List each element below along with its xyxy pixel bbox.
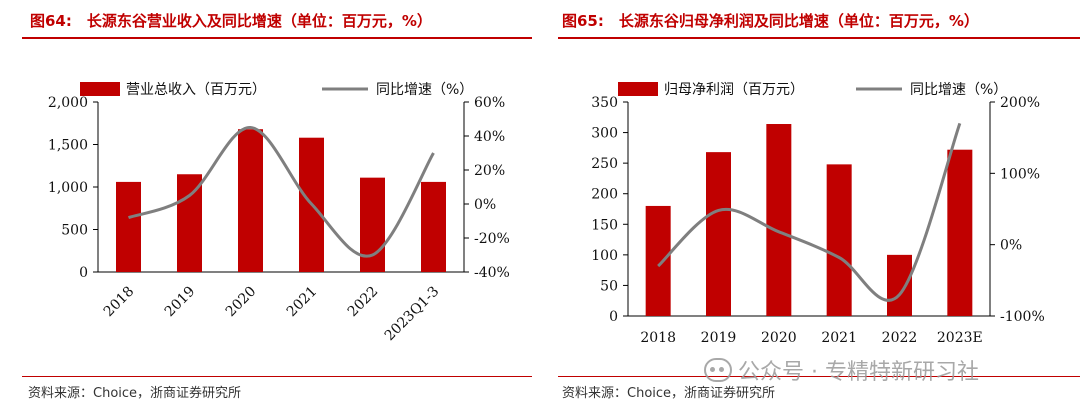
left-tick-label: 1,000 xyxy=(48,180,88,196)
x-tick-label: 2019 xyxy=(162,284,199,321)
legend-bar-swatch xyxy=(618,82,658,96)
left-tick-label: 350 xyxy=(591,95,618,111)
figure-title: 图65: 长源东谷归母净利润及同比增速（单位：百万元，%） xyxy=(562,12,979,30)
growth-rate-line xyxy=(127,125,435,258)
left-tick-label: 100 xyxy=(591,248,618,264)
left-tick-label: 300 xyxy=(591,126,618,142)
source-note: 资料来源：Choice，浙商证券研究所 xyxy=(562,386,776,401)
bar-2023Q1-3 xyxy=(421,181,446,272)
right-tick-label: -40% xyxy=(474,265,510,281)
x-tick-label: 2022 xyxy=(345,284,382,321)
left-tick-label: 250 xyxy=(591,156,618,172)
left-tick-label: 150 xyxy=(591,217,618,233)
x-tick-label: 2021 xyxy=(284,284,321,321)
right-tick-label: 100% xyxy=(1000,166,1040,182)
bar-2019 xyxy=(177,174,202,272)
x-tick-label: 2022 xyxy=(882,330,918,346)
bar-2020 xyxy=(766,124,792,316)
left-tick-label: 50 xyxy=(600,278,618,294)
x-tick-label: 2019 xyxy=(701,330,737,346)
bottom-divider xyxy=(22,376,532,377)
legend-label-line: 同比增速（%） xyxy=(910,82,1007,98)
bar-2018 xyxy=(645,205,671,316)
watermark: 公众号 · 专精特新研习社 xyxy=(704,354,979,386)
legend-label-line: 同比增速（%） xyxy=(376,82,473,98)
right-tick-label: 0% xyxy=(474,197,496,213)
chart-panel-net-profit: 图65: 长源东谷归母净利润及同比增速（单位：百万元，%） 归母净利润（百万元）… xyxy=(558,0,1080,412)
bar-2018 xyxy=(116,181,141,272)
title-divider xyxy=(558,37,1080,39)
bar-2022 xyxy=(360,177,385,272)
revenue-chart: 营业总收入（百万元） 同比增速（%） 0 500 1,000 1,500 2,000 -40%… xyxy=(48,82,510,345)
bar-2023E xyxy=(947,149,973,316)
figure-title: 图64: 长源东谷营业收入及同比增速（单位：百万元，%） xyxy=(30,12,432,30)
left-tick-label: 0 xyxy=(609,309,618,325)
left-tick-label: 0 xyxy=(79,265,88,281)
bar-2019 xyxy=(706,152,731,316)
right-tick-label: 40% xyxy=(474,129,505,145)
bar-2020 xyxy=(238,129,263,272)
net-profit-chart: 归母净利润（百万元） 同比增速（%） 0 50 100 150 200 250 300 350 -1… xyxy=(591,81,1045,346)
right-tick-label: 0% xyxy=(1000,238,1022,254)
legend-label-bar: 营业总收入（百万元） xyxy=(126,82,266,98)
legend-label-bar: 归母净利润（百万元） xyxy=(664,81,804,98)
left-tick-label: 2,000 xyxy=(48,95,88,111)
growth-rate-line xyxy=(657,122,962,302)
title-divider xyxy=(22,37,532,39)
legend-bar-swatch xyxy=(80,82,120,96)
right-tick-label: 200% xyxy=(1000,95,1040,111)
right-tick-label: 60% xyxy=(474,95,505,111)
x-tick-label: 2023Q1-3 xyxy=(382,284,443,345)
left-tick-label: 500 xyxy=(61,223,88,239)
source-note: 资料来源：Choice，浙商证券研究所 xyxy=(28,386,242,401)
left-tick-label: 1,500 xyxy=(48,138,88,154)
left-tick-label: 200 xyxy=(591,187,618,203)
bar-2021 xyxy=(826,164,852,316)
x-tick-label: 2023E xyxy=(937,330,983,346)
watermark-text: 公众号 · 专精特新研习社 xyxy=(738,360,979,385)
right-tick-label: -100% xyxy=(1000,309,1045,325)
right-tick-label: 20% xyxy=(474,163,505,179)
x-tick-label: 2018 xyxy=(640,330,676,346)
x-tick-label: 2020 xyxy=(223,284,260,321)
bar-2022 xyxy=(887,254,912,316)
x-tick-label: 2018 xyxy=(101,284,138,321)
wechat-icon xyxy=(704,358,732,382)
right-tick-label: -20% xyxy=(474,231,510,247)
x-tick-label: 2020 xyxy=(761,330,797,346)
bottom-divider xyxy=(558,376,1080,377)
x-tick-label: 2021 xyxy=(821,330,857,346)
chart-panel-revenue: 图64: 长源东谷营业收入及同比增速（单位：百万元，%） 营业总收入（百万元） 同… xyxy=(22,12,532,401)
